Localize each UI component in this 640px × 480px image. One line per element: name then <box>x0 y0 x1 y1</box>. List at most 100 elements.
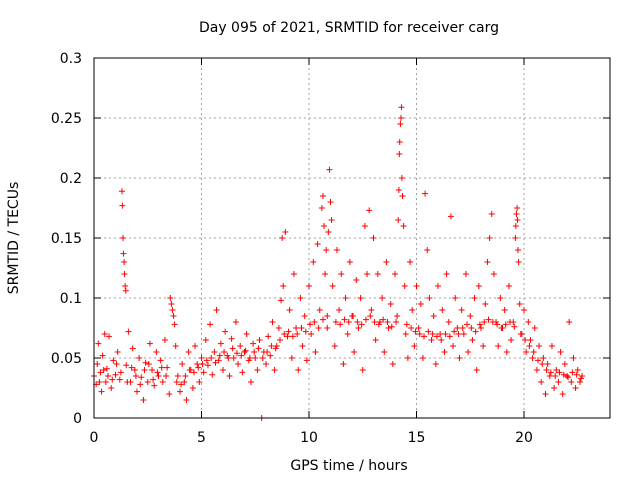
data-point <box>112 371 119 378</box>
data-point <box>173 379 180 385</box>
data-point <box>523 349 530 355</box>
data-point <box>531 325 538 331</box>
data-point <box>220 367 226 373</box>
data-point <box>542 391 549 397</box>
data-point <box>247 379 254 385</box>
data-point <box>222 328 229 335</box>
data-point <box>452 295 459 301</box>
data-point <box>241 349 248 355</box>
data-point <box>481 319 488 325</box>
data-point <box>294 331 301 337</box>
data-point <box>199 361 206 367</box>
data-point <box>121 259 128 265</box>
data-point <box>315 325 322 331</box>
data-point <box>225 355 232 361</box>
data-point <box>293 325 300 331</box>
data-point <box>128 364 135 371</box>
data-point <box>475 283 482 289</box>
data-point <box>145 361 152 367</box>
data-point <box>122 283 129 289</box>
data-point <box>307 321 314 328</box>
data-point <box>132 373 139 379</box>
data-point <box>351 349 358 355</box>
data-point <box>514 205 521 211</box>
data-point <box>103 365 110 372</box>
data-point <box>482 301 489 307</box>
data-point <box>217 340 224 347</box>
data-point <box>195 364 202 371</box>
data-point <box>271 367 278 373</box>
data-point <box>279 235 286 241</box>
data-point <box>451 328 458 335</box>
data-point <box>564 373 570 379</box>
data-point <box>572 385 579 391</box>
data-point <box>204 362 211 369</box>
data-point <box>338 271 345 277</box>
data-point <box>202 337 209 343</box>
data-point <box>252 355 259 361</box>
data-point <box>239 369 246 376</box>
data-point <box>141 367 148 373</box>
data-point <box>433 333 440 340</box>
data-point <box>525 319 532 325</box>
y-tick-labels: 0 0.05 0.1 0.15 0.2 0.25 0.3 <box>51 51 82 427</box>
data-point <box>109 376 116 383</box>
data-point <box>303 357 310 364</box>
data-point <box>357 295 364 301</box>
data-point <box>432 361 439 367</box>
data-point <box>468 325 475 331</box>
axis-ticks <box>93 57 610 419</box>
data-point <box>272 345 279 352</box>
data-point <box>530 349 537 355</box>
data-point <box>459 325 466 331</box>
data-point <box>402 331 409 337</box>
data-point <box>346 259 353 265</box>
data-point <box>366 207 373 214</box>
data-point <box>211 349 218 355</box>
data-point <box>232 319 239 325</box>
data-point <box>411 343 418 349</box>
data-point <box>255 345 262 352</box>
data-point <box>306 283 312 289</box>
data-point <box>269 319 276 325</box>
data-point <box>407 259 414 265</box>
data-point <box>559 391 566 397</box>
data-point <box>574 367 581 373</box>
data-point <box>290 271 297 277</box>
data-point <box>353 277 360 283</box>
data-point <box>297 295 304 301</box>
data-point <box>129 345 136 352</box>
data-point <box>124 379 131 385</box>
data-point <box>121 271 128 277</box>
data-point <box>429 331 436 337</box>
data-point <box>243 331 250 337</box>
data-point <box>454 325 461 331</box>
data-point <box>398 175 405 181</box>
data-point <box>267 352 274 359</box>
data-point <box>553 367 560 373</box>
data-point <box>123 362 130 369</box>
data-point <box>505 283 512 289</box>
data-point <box>415 325 422 331</box>
data-point <box>561 361 568 367</box>
data-point <box>428 337 435 343</box>
data-point <box>326 166 333 173</box>
data-point <box>467 313 474 319</box>
data-point <box>194 361 201 367</box>
data-point <box>150 376 157 383</box>
data-point <box>99 352 106 359</box>
data-point <box>395 217 402 223</box>
data-point <box>370 235 377 241</box>
data-point <box>464 321 471 328</box>
data-point <box>471 295 478 301</box>
data-point <box>456 355 463 361</box>
data-point <box>345 319 352 325</box>
y-tick-label: 0.2 <box>60 171 82 187</box>
data-point <box>190 369 197 376</box>
data-point <box>416 331 423 337</box>
data-point <box>521 307 527 313</box>
data-point <box>125 328 132 335</box>
data-point <box>327 199 334 205</box>
chart-title: Day 095 of 2021, SRMTID for receiver car… <box>199 20 499 36</box>
